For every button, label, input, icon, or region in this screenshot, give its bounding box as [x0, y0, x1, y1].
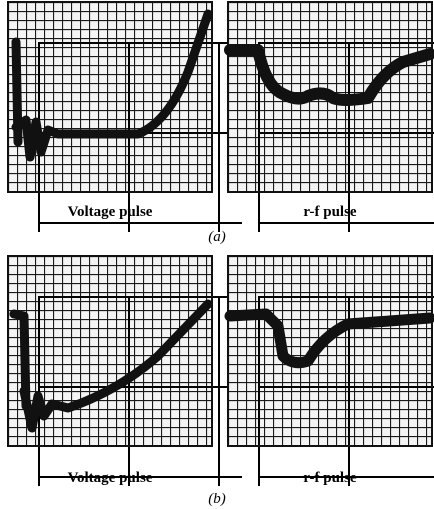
panel-label: (a): [208, 229, 226, 245]
caption: Voltage pulse: [68, 204, 153, 220]
scope-photo: [224, 1, 434, 233]
caption: r-f pulse: [303, 204, 357, 220]
caption: r-f pulse: [303, 470, 357, 486]
panel-label: (b): [208, 491, 226, 507]
scope-photo: [7, 255, 243, 487]
scope-photo: [7, 1, 243, 233]
caption: Voltage pulse: [68, 470, 153, 486]
scope-photo: [224, 255, 434, 487]
